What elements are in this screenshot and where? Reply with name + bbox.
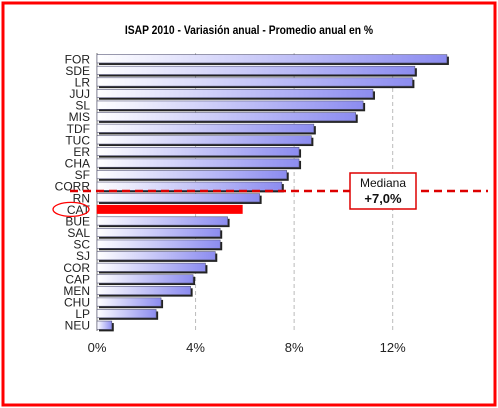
bar-sl — [96, 100, 364, 110]
category-label-cap: CAP — [65, 272, 90, 286]
bar-neu — [96, 320, 113, 330]
category-label-for: FOR — [65, 52, 91, 66]
category-label-sal: SAL — [67, 226, 90, 240]
category-label-bue: BUE — [65, 214, 90, 228]
category-label-cor: COR — [63, 261, 90, 275]
highlight-circle — [52, 201, 90, 218]
bar-rn — [96, 193, 260, 203]
category-label-tdf: TDF — [67, 122, 90, 136]
bar-sf — [96, 170, 288, 180]
x-tick-label: 8% — [285, 340, 304, 355]
bar-cat — [96, 204, 243, 214]
bar-mis — [96, 112, 357, 122]
bar-bue — [96, 216, 228, 226]
bar-cha — [96, 158, 300, 168]
category-label-tuc: TUC — [65, 133, 90, 147]
x-tick-label: 4% — [186, 340, 205, 355]
bar-sc — [96, 239, 221, 249]
category-label-sf: SF — [75, 168, 90, 182]
median-box — [349, 172, 417, 210]
bar-er — [96, 146, 300, 156]
x-tick-label: 12% — [380, 340, 406, 355]
bar-cor — [96, 262, 206, 272]
bar-lr — [96, 77, 413, 87]
category-label-mis: MIS — [69, 110, 90, 124]
category-label-men: MEN — [63, 284, 90, 298]
category-label-neu: NEU — [65, 319, 90, 333]
plot-area: FORSDELRJUJSLMISTDFTUCERCHASFCORRRNCATBU… — [52, 52, 488, 355]
bar-lp — [96, 309, 157, 319]
category-label-chu: CHU — [64, 296, 90, 310]
category-label-sc: SC — [73, 238, 90, 252]
median-value: +7,0% — [364, 191, 402, 206]
bar-sj — [96, 251, 216, 261]
chart-title: ISAP 2010 - Variasión anual - Promedio a… — [124, 23, 374, 37]
x-tick-label: 0% — [88, 340, 107, 355]
bar-sde — [96, 65, 416, 75]
bar-cap — [96, 274, 194, 284]
bar-tdf — [96, 123, 315, 133]
bar-for — [96, 54, 448, 64]
category-label-rn: RN — [73, 191, 90, 205]
bar-men — [96, 285, 191, 295]
bar-chu — [96, 297, 162, 307]
median-label: Mediana — [360, 176, 406, 190]
bar-corr — [96, 181, 283, 191]
bar-juj — [96, 89, 374, 99]
category-label-sde: SDE — [65, 64, 90, 78]
category-label-sl: SL — [75, 99, 90, 113]
category-label-cha: CHA — [65, 157, 90, 171]
category-label-lp: LP — [75, 307, 90, 321]
bar-tuc — [96, 135, 312, 145]
bar-sal — [96, 228, 221, 238]
category-label-er: ER — [73, 145, 90, 159]
category-label-juj: JUJ — [69, 87, 90, 101]
category-label-sj: SJ — [76, 249, 90, 263]
category-label-lr: LR — [75, 75, 91, 89]
category-label-corr: CORR — [55, 180, 91, 194]
